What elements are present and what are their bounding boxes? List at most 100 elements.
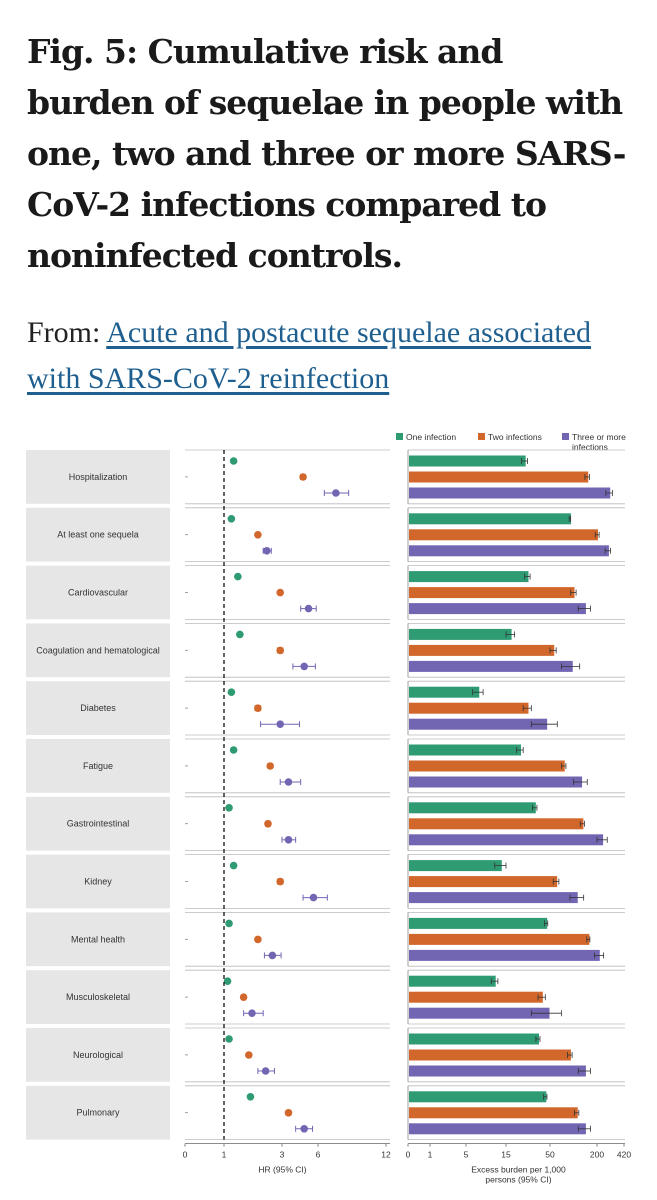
bar-x-tick-label: 5 <box>464 1150 469 1160</box>
row-hospitalization: Hospitalization <box>26 449 625 505</box>
burden-bar-two <box>409 876 558 888</box>
hr-point-one <box>225 804 233 812</box>
row-label: Diabetes <box>80 703 116 713</box>
hr-point-one <box>236 630 244 639</box>
burden-bar-one <box>409 628 512 640</box>
hr-point-three <box>309 893 318 902</box>
row-musculoskeletal: Musculoskeletal <box>26 969 625 1025</box>
burden-bar-one <box>409 455 526 467</box>
row-diabetes: Diabetes <box>26 680 625 736</box>
row-pulmonary: Pulmonary <box>26 1085 625 1140</box>
row-label: Pulmonary <box>76 1108 120 1118</box>
burden-bar-two <box>409 1107 578 1119</box>
hr-point-one <box>227 688 236 696</box>
burden-bar-three <box>409 1065 586 1077</box>
hr-point-three <box>268 951 277 960</box>
hr-point-three <box>300 662 309 671</box>
row-neurological: Neurological <box>26 1027 625 1083</box>
hr-point-one <box>229 457 238 465</box>
bar-x-tick-label: 15 <box>501 1150 511 1160</box>
burden-bar-one <box>409 571 529 583</box>
row-kidney: Kidney <box>26 854 625 909</box>
row-label-panel <box>26 854 170 909</box>
burden-bar-one <box>409 860 502 872</box>
forest-x-tick-label: 12 <box>381 1150 391 1160</box>
row-fatigue: Fatigue <box>26 738 625 794</box>
forest-x-tick-label: 3 <box>280 1150 285 1160</box>
row-label-panel <box>26 623 170 678</box>
row-label-panel <box>26 1028 170 1082</box>
row-label-panel <box>26 739 170 793</box>
row-label: Kidney <box>84 877 112 887</box>
burden-bar-two <box>409 933 590 945</box>
bar-x-tick-label: 0 <box>406 1150 411 1160</box>
hr-point-three <box>284 778 293 786</box>
row-label-panel <box>26 565 170 620</box>
row-label: Mental health <box>71 934 125 944</box>
hr-point-one <box>229 861 238 870</box>
figure-title: Fig. 5: Cumulative risk and burden of se… <box>27 32 626 275</box>
burden-bar-three <box>409 949 600 961</box>
row-label-panel <box>26 450 170 504</box>
burden-bar-three <box>409 1123 586 1135</box>
burden-bar-three <box>409 603 586 615</box>
hr-point-one <box>225 1035 233 1043</box>
row-label: Fatigue <box>83 761 113 771</box>
burden-bar-two <box>409 760 565 772</box>
burden-bar-one <box>409 1091 547 1103</box>
burden-bar-one <box>409 802 536 814</box>
row-coagulation-and-hematological: Coagulation and hematological <box>26 623 625 678</box>
burden-bar-three <box>409 545 609 557</box>
row-at-least-one-sequela: At least one sequela <box>26 507 625 562</box>
bar-x-tick-label: 420 <box>617 1150 631 1160</box>
hr-point-two <box>284 1109 293 1117</box>
hr-point-three <box>248 1009 256 1017</box>
row-label: Cardiovascular <box>68 588 128 598</box>
forest-x-axis-label: HR (95% CI) <box>258 1165 306 1175</box>
forest-x-tick-label: 1 <box>222 1150 227 1160</box>
burden-bar-two <box>409 1049 571 1061</box>
hr-point-two <box>254 531 262 539</box>
burden-bar-one <box>409 686 480 698</box>
from-label: From: <box>27 316 101 349</box>
hr-point-three <box>300 1125 309 1133</box>
source-line: From: Acute and postacute sequelae assoc… <box>27 310 642 402</box>
hr-point-two <box>276 588 285 597</box>
row-label-panel <box>26 1085 170 1140</box>
hr-point-two <box>264 820 272 828</box>
bar-x-tick-label: 50 <box>545 1150 555 1160</box>
row-label-panel <box>26 507 170 562</box>
burden-bar-three <box>409 834 604 846</box>
burden-bar-three <box>409 660 573 672</box>
row-label-panel <box>26 912 170 967</box>
row-label: Neurological <box>73 1050 123 1060</box>
burden-bar-two <box>409 702 529 714</box>
hr-point-three <box>284 836 293 844</box>
row-gastrointestinal: Gastrointestinal <box>26 796 625 851</box>
row-cardiovascular: Cardiovascular <box>26 565 625 620</box>
burden-bar-three <box>409 892 578 904</box>
forest-x-tick-label: 6 <box>316 1150 321 1160</box>
row-label-panel <box>26 681 170 735</box>
hr-point-two <box>299 473 307 481</box>
article-link[interactable]: Acute and postacute sequelae associated … <box>27 316 592 395</box>
burden-bar-two <box>409 644 555 656</box>
hr-point-three <box>263 547 271 555</box>
hr-point-two <box>266 762 275 770</box>
hr-point-two <box>245 1051 253 1059</box>
forest-x-tick-label: 0 <box>183 1150 188 1160</box>
burden-bar-one <box>409 744 521 756</box>
row-label: Gastrointestinal <box>67 819 130 829</box>
row-label: At least one sequela <box>57 530 139 540</box>
hr-point-three <box>332 489 340 497</box>
burden-bar-one <box>409 975 496 987</box>
row-label: Hospitalization <box>69 472 128 482</box>
hr-point-one <box>223 977 232 985</box>
hr-point-two <box>254 935 262 944</box>
hr-point-two <box>276 877 285 886</box>
row-label-panel <box>26 970 170 1024</box>
row-label: Coagulation and hematological <box>36 645 160 655</box>
bar-x-axis-label: Excess burden per 1,000 persons (95% CI) <box>471 1165 566 1185</box>
row-label-panel <box>26 796 170 851</box>
legend-label-one: One infection <box>406 432 457 442</box>
